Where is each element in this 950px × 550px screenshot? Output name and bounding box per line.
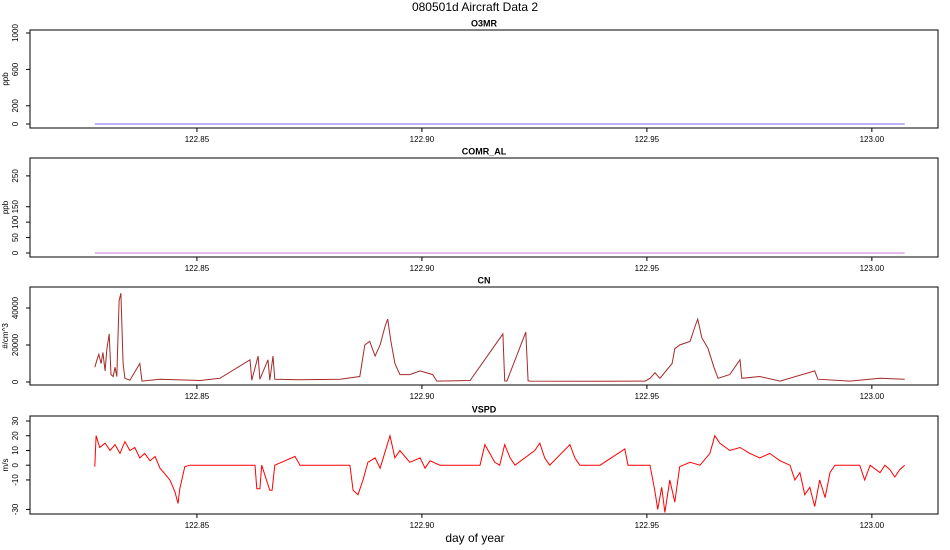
- panel-title: O3MR: [471, 18, 498, 28]
- y-tick-label: 200: [11, 99, 20, 113]
- x-tick-label: 123.00: [860, 392, 885, 401]
- y-tick-label: -10: [11, 474, 20, 486]
- x-tick-label: 122.90: [410, 392, 435, 401]
- panel-title: CN: [478, 275, 491, 285]
- y-tick-label: 0: [11, 121, 20, 126]
- y-axis-label: ppb: [1, 200, 10, 214]
- y-tick-label: 0: [11, 462, 20, 467]
- y-tick-label: 250: [11, 169, 20, 183]
- x-tick-label: 122.95: [635, 392, 660, 401]
- data-line: [94, 433, 906, 513]
- data-line: [94, 293, 905, 382]
- y-tick-label: 20000: [11, 333, 20, 356]
- panel-title: COMR_AL: [462, 146, 507, 156]
- y-tick-label: 10: [11, 445, 20, 454]
- panel-frame: [29, 157, 939, 258]
- x-tick-label: 122.90: [410, 521, 435, 530]
- x-tick-label: 122.85: [185, 135, 210, 144]
- y-tick-label: 0: [11, 250, 20, 255]
- y-axis-label: #/cm^3: [1, 323, 10, 349]
- y-tick-label: 600: [11, 62, 20, 76]
- y-tick-label: 20: [11, 431, 20, 440]
- x-tick-label: 122.95: [635, 521, 660, 530]
- x-tick-label: 122.95: [635, 264, 660, 273]
- y-tick-label: 50: [11, 233, 20, 242]
- x-axis-label: day of year: [445, 531, 504, 545]
- y-tick-label: -30: [11, 503, 20, 515]
- panel-frame: [29, 415, 939, 515]
- y-tick-label: 100: [11, 215, 20, 229]
- y-axis-label: m/s: [1, 459, 10, 472]
- x-tick-label: 122.85: [185, 264, 210, 273]
- x-tick-label: 122.85: [185, 392, 210, 401]
- y-tick-label: 150: [11, 200, 20, 214]
- y-tick-label: 0: [11, 379, 20, 384]
- x-tick-label: 122.95: [635, 135, 660, 144]
- y-tick-label: 30: [11, 416, 20, 425]
- y-axis-label: ppb: [1, 72, 10, 86]
- x-tick-label: 122.85: [185, 521, 210, 530]
- panel-frame: [29, 29, 939, 129]
- x-tick-label: 123.00: [860, 135, 885, 144]
- panel-frame: [29, 286, 939, 386]
- panel-title: VSPD: [472, 404, 497, 414]
- x-tick-label: 122.90: [410, 264, 435, 273]
- chart-title: 080501d Aircraft Data 2: [412, 0, 538, 14]
- y-tick-label: 40000: [11, 296, 20, 319]
- x-tick-label: 123.00: [860, 264, 885, 273]
- y-tick-label: 1000: [11, 24, 20, 42]
- x-tick-label: 123.00: [860, 521, 885, 530]
- x-tick-label: 122.90: [410, 135, 435, 144]
